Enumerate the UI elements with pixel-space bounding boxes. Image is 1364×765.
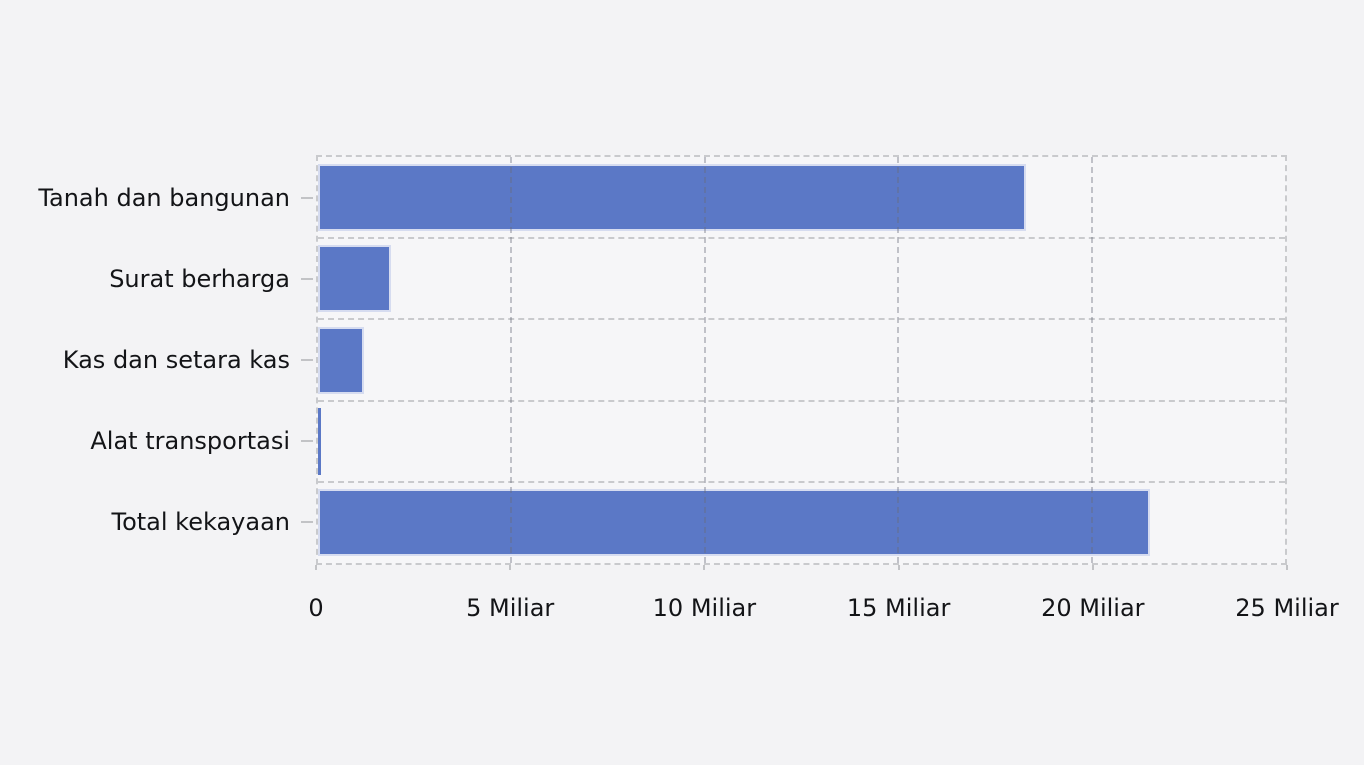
y-axis-label-total-kekayaan: Total kekayaan (111, 508, 291, 537)
y-axis-label-surat-berharga: Surat berharga (109, 264, 290, 293)
y-axis-label-kas-dan-setara-kas: Kas dan setara kas (62, 346, 290, 374)
x-axis-tick (1091, 565, 1094, 570)
y-gridline (318, 318, 1285, 321)
x-gridline (510, 157, 513, 563)
y-gridline (318, 237, 1285, 240)
y-axis-tick (301, 440, 313, 443)
x-gridline (897, 157, 900, 563)
bar-tanah-dan-bangunan[interactable] (318, 164, 1026, 232)
y-gridline (318, 480, 1285, 483)
x-axis-tick (509, 565, 512, 570)
x-axis-label-10-miliar: 10 Miliar (652, 594, 757, 622)
x-axis-label-25-miliar: 25 Miliar (1235, 594, 1339, 622)
y-gridline (318, 399, 1285, 402)
y-axis-tick (301, 196, 313, 199)
y-axis-tick (301, 359, 313, 361)
plot-area (316, 155, 1287, 565)
bar-alat-transportasi[interactable] (318, 407, 322, 475)
x-axis-tick (1286, 565, 1288, 570)
x-gridline (703, 157, 706, 563)
bar-surat-berharga[interactable] (318, 245, 392, 313)
x-axis-tick (703, 565, 706, 570)
bar-kas-dan-setara-kas[interactable] (318, 326, 365, 394)
y-axis-tick (301, 277, 313, 280)
y-axis-label-tanah-dan-bangunan: Tanah dan bangunan (38, 183, 290, 212)
x-axis-label-0: 0 (308, 594, 324, 622)
y-axis-label-alat-transportasi: Alat transportasi (90, 427, 290, 456)
x-axis-label-15-miliar: 15 Miliar (846, 594, 951, 622)
x-gridline (1090, 157, 1093, 563)
bar-total-kekayaan[interactable] (318, 488, 1150, 556)
x-axis-tick (315, 565, 317, 570)
x-axis-tick (897, 565, 900, 570)
y-axis-tick (301, 521, 313, 524)
x-axis-label-20-miliar: 20 Miliar (1041, 594, 1145, 622)
x-axis-label-5-miliar: 5 Miliar (466, 594, 555, 622)
